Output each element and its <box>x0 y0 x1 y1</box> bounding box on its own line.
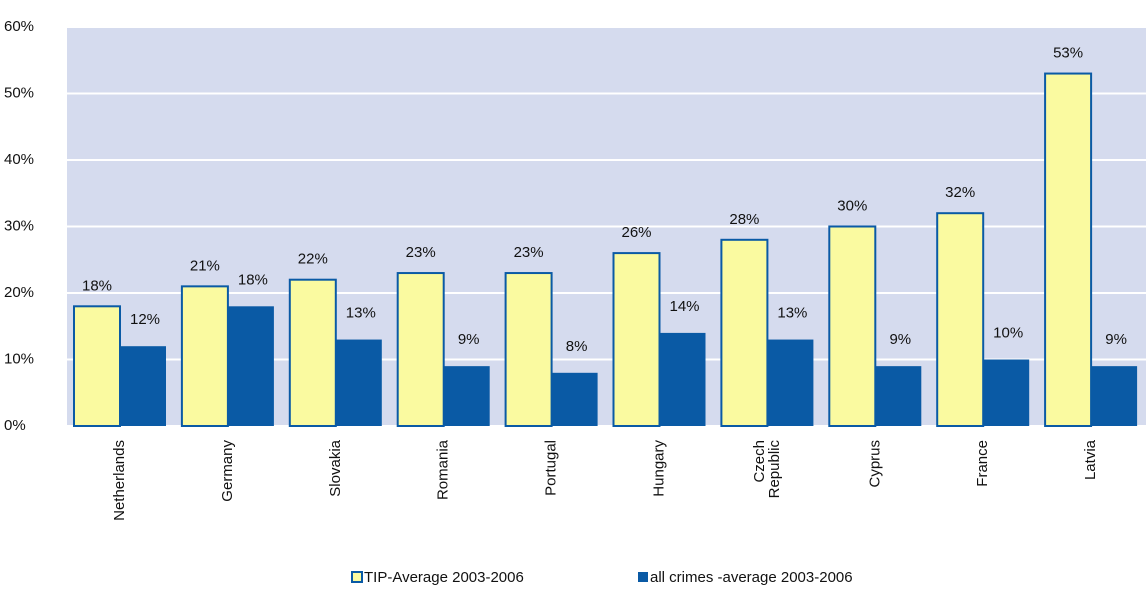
bar <box>659 332 706 426</box>
value-label: 28% <box>729 211 759 228</box>
y-tick-label: 50% <box>4 84 34 101</box>
x-tick-label-line: France <box>974 440 991 487</box>
bar <box>504 272 553 427</box>
legend-swatch <box>638 572 648 582</box>
x-tick-label: France <box>974 440 991 487</box>
x-tick-label: Slovakia <box>327 439 344 496</box>
value-label: 12% <box>130 311 160 328</box>
bar <box>227 306 274 426</box>
bar <box>288 278 337 428</box>
x-tick-label-line: Netherlands <box>111 440 128 521</box>
value-label: 18% <box>82 277 112 294</box>
value-label: 9% <box>458 331 480 348</box>
bar <box>828 225 877 427</box>
x-tick-label-line: Germany <box>219 440 236 502</box>
value-label: 32% <box>945 184 975 201</box>
x-tick-label-line: Czech <box>751 440 768 483</box>
y-tick-label: 60% <box>4 18 34 35</box>
x-tick-label: Cyprus <box>866 440 883 488</box>
value-label: 8% <box>566 338 588 355</box>
x-tick-label: Hungary <box>650 440 667 497</box>
value-label: 21% <box>190 257 220 274</box>
bar <box>551 372 598 426</box>
x-tick-label-line: Cyprus <box>866 440 883 488</box>
value-label: 22% <box>298 251 328 268</box>
bar <box>335 339 382 426</box>
value-label: 14% <box>669 298 699 315</box>
x-tick-label: Netherlands <box>111 440 128 521</box>
x-tick-label: Romania <box>435 439 452 500</box>
value-label: 10% <box>993 324 1023 341</box>
value-label: 23% <box>406 244 436 261</box>
y-tick-label: 10% <box>4 350 34 367</box>
legend-swatch <box>351 571 363 583</box>
bar <box>180 285 229 427</box>
bar <box>443 366 490 426</box>
value-label: 9% <box>889 331 911 348</box>
value-label: 23% <box>514 244 544 261</box>
y-tick-label: 0% <box>4 417 26 434</box>
y-tick-label: 20% <box>4 284 34 301</box>
value-label: 9% <box>1105 331 1127 348</box>
bar <box>73 305 121 427</box>
x-tick-label: CzechRepublic <box>751 440 783 499</box>
y-tick-label: 40% <box>4 151 34 168</box>
bar <box>875 366 922 426</box>
bar <box>396 272 445 427</box>
bar <box>983 359 1030 426</box>
x-tick-label-line: Latvia <box>1082 439 1099 480</box>
value-label: 13% <box>777 305 807 322</box>
bar <box>1091 366 1138 426</box>
x-tick-label-line: Portugal <box>543 440 560 496</box>
value-label: 30% <box>837 197 867 214</box>
x-tick-label: Germany <box>219 440 236 502</box>
value-label: 18% <box>238 271 268 288</box>
bar <box>767 339 814 426</box>
legend-label: all crimes -average 2003-2006 <box>650 569 853 586</box>
bar <box>120 346 166 426</box>
y-tick-label: 30% <box>4 217 34 234</box>
x-tick-label-line: Hungary <box>650 440 667 497</box>
value-label: 53% <box>1053 45 1083 62</box>
x-tick-label-line: Romania <box>435 439 452 500</box>
x-tick-label-line: Republic <box>766 440 783 499</box>
x-tick-label: Portugal <box>543 440 560 496</box>
x-tick-label: Latvia <box>1082 439 1099 480</box>
value-label: 13% <box>346 305 376 322</box>
bar <box>720 238 769 427</box>
bar <box>936 212 985 427</box>
bar <box>1044 72 1093 428</box>
bar <box>612 252 661 427</box>
legend-label: TIP-Average 2003-2006 <box>364 569 524 586</box>
x-tick-label-line: Slovakia <box>327 439 344 496</box>
value-label: 26% <box>621 224 651 241</box>
